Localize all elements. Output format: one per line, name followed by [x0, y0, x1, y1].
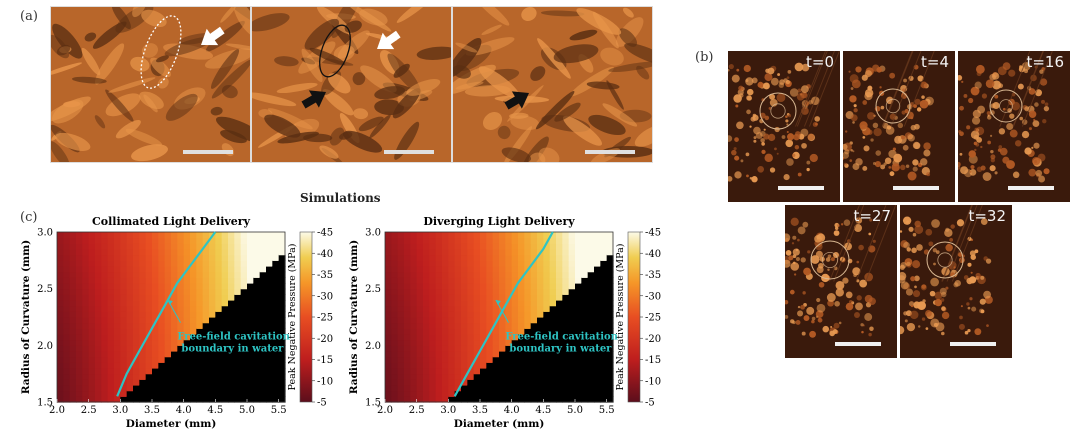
y-tick-label: 2.5: [37, 284, 53, 295]
x-tick-label: 4.5: [535, 405, 551, 416]
timelapse-frame-4: t=27: [785, 205, 897, 358]
x-tick-label: 2.0: [377, 405, 393, 416]
y-tick-label: 1.5: [365, 398, 381, 409]
colorbar: [299, 231, 313, 403]
y-axis-label: Radius of Curvature (mm): [20, 240, 32, 394]
panel-label-b: (b): [695, 50, 714, 65]
timelapse-frame-2: t=4: [843, 51, 955, 202]
time-label: t=27: [853, 207, 891, 225]
colorbar-tick-label: -5: [645, 398, 655, 409]
cavitation-boundary-line: [453, 231, 554, 397]
y-tick-label: 2.5: [365, 284, 381, 295]
micrograph-a-1: [50, 6, 251, 163]
time-label: t=4: [921, 53, 949, 71]
time-label: t=32: [968, 207, 1006, 225]
scale-bar: [893, 186, 939, 190]
colorbar-tick-label: -40: [317, 249, 333, 260]
timelapse-frame-3: t=16: [958, 51, 1070, 202]
x-tick-label: 3.5: [472, 405, 488, 416]
colorbar-tick-label: -10: [645, 376, 661, 387]
panel-label-c: (c): [20, 210, 38, 225]
black-arrow-icon: [301, 90, 326, 109]
white-arrow-icon: [201, 26, 225, 46]
colorbar-label: Peak Negative Pressure (MPa): [615, 244, 626, 391]
x-axis-label: Diameter (mm): [454, 418, 545, 430]
x-tick-label: 4.0: [176, 405, 192, 416]
x-tick-label: 2.0: [49, 405, 65, 416]
scale-bar: [950, 342, 996, 346]
y-tick-label: 3.0: [37, 228, 53, 239]
x-tick-label: 5.5: [271, 405, 287, 416]
x-tick-label: 2.5: [81, 405, 97, 416]
target-circle: [759, 92, 797, 130]
x-tick-label: 5.0: [567, 405, 583, 416]
scale-bar: [835, 342, 881, 346]
region-outline: [140, 15, 182, 89]
colorbar: [627, 231, 641, 403]
micrograph-a-3: [452, 6, 653, 163]
colorbar-tick-label: -25: [317, 313, 333, 324]
scale-bar: [384, 150, 434, 154]
annotation-line-1: Free-field cavitation: [505, 332, 618, 343]
colorbar-tick-label: -45: [645, 228, 661, 239]
y-tick-label: 1.5: [37, 398, 53, 409]
annotation-line-1: Free-field cavitation: [177, 332, 290, 343]
x-tick-label: 5.0: [239, 405, 255, 416]
section-title: Simulations: [300, 191, 381, 205]
y-tick-label: 2.0: [365, 341, 381, 352]
colorbar-tick-label: -10: [317, 376, 333, 387]
annotation-line-2: boundary in water: [181, 344, 284, 355]
colorbar-tick-label: -30: [645, 291, 661, 302]
colorbar-tick-label: -35: [645, 270, 661, 281]
x-tick-label: 3.0: [440, 405, 456, 416]
target-circle: [926, 241, 964, 279]
x-axis-label: Diameter (mm): [126, 418, 217, 430]
scale-bar: [778, 186, 824, 190]
cavitation-boundary-line: [116, 231, 217, 397]
panel-label-a: (a): [20, 9, 38, 24]
target-circle: [875, 88, 911, 124]
region-outline: [319, 24, 351, 78]
colorbar-tick-label: -35: [317, 270, 333, 281]
heatmap-title: Collimated Light Delivery: [92, 215, 251, 228]
colorbar-tick-label: -20: [317, 334, 333, 345]
heatmap-title: Diverging Light Delivery: [423, 215, 575, 228]
x-tick-label: 4.5: [207, 405, 223, 416]
black-arrow-icon: [504, 91, 529, 110]
colorbar-tick-label: -20: [645, 334, 661, 345]
x-tick-label: 5.5: [599, 405, 615, 416]
x-tick-label: 2.5: [409, 405, 425, 416]
annotation-line-2: boundary in water: [509, 344, 612, 355]
x-tick-label: 3.0: [112, 405, 128, 416]
target-circle: [989, 89, 1023, 123]
micrograph-a-2: [251, 6, 452, 163]
colorbar-tick-label: -40: [645, 249, 661, 260]
time-label: t=16: [1026, 53, 1064, 71]
y-tick-label: 2.0: [37, 341, 53, 352]
colorbar-label: Peak Negative Pressure (MPa): [287, 244, 298, 391]
colorbar-tick-label: -25: [645, 313, 661, 324]
timelapse-frame-1: t=0: [728, 51, 840, 202]
colorbar-tick-label: -30: [317, 291, 333, 302]
y-axis-label: Radius of Curvature (mm): [348, 240, 360, 394]
y-tick-label: 3.0: [365, 228, 381, 239]
scale-bar: [585, 150, 635, 154]
target-circle: [810, 240, 850, 280]
colorbar-tick-label: -15: [317, 355, 333, 366]
white-arrow-icon: [377, 30, 401, 50]
colorbar-tick-label: -45: [317, 228, 333, 239]
scale-bar: [183, 150, 233, 154]
time-label: t=0: [806, 53, 834, 71]
timelapse-frame-5: t=32: [900, 205, 1012, 358]
colorbar-tick-label: -5: [317, 398, 327, 409]
x-tick-label: 4.0: [504, 405, 520, 416]
scale-bar: [1008, 186, 1054, 190]
x-tick-label: 3.5: [144, 405, 160, 416]
colorbar-tick-label: -15: [645, 355, 661, 366]
